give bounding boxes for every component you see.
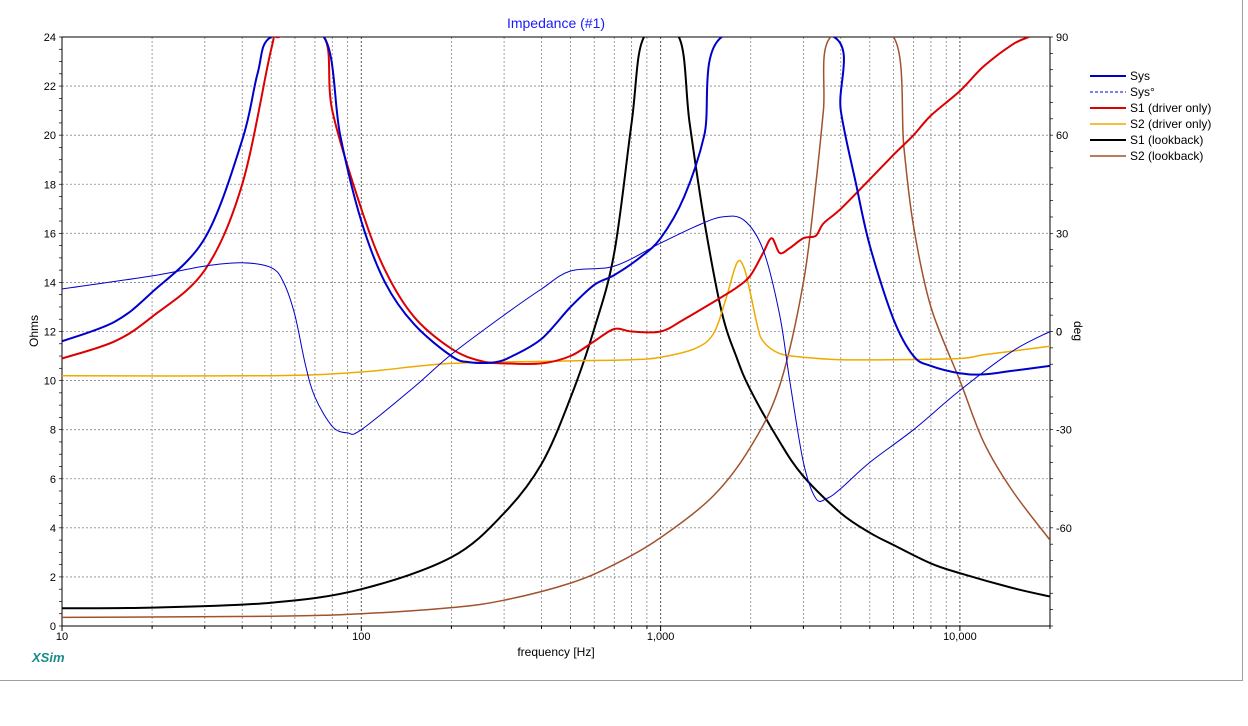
legend-entry: S1 (lookback) — [1130, 133, 1203, 147]
grid — [59, 36, 1053, 631]
y-axis-label: Ohms — [27, 315, 41, 347]
y-tick-label: 16 — [44, 228, 56, 240]
x-axis-label: frequency [Hz] — [517, 645, 594, 659]
y-tick-label: 12 — [44, 327, 56, 339]
y-tick-label: 10 — [44, 376, 56, 388]
y-tick-label: 18 — [44, 179, 56, 191]
y-tick-label: 14 — [44, 277, 56, 289]
y2-tick-label: 0 — [1056, 327, 1062, 339]
y-tick-label: 20 — [44, 130, 56, 142]
series-s2-lookback-line — [62, 37, 1050, 619]
y-tick-label: 24 — [44, 32, 56, 44]
y2-tick-label: 0 — [1056, 327, 1062, 339]
legend-entry: Sys — [1130, 69, 1150, 83]
y2-tick-label: 30 — [1056, 228, 1068, 240]
y2-axis-label: deg — [1071, 321, 1085, 341]
y2-tick-label: -30 — [1056, 425, 1072, 437]
impedance-chart: Impedance (#1) 024681012141618202224-60-… — [27, 15, 1211, 665]
xsim-logo: XSim — [31, 650, 65, 665]
y-tick-label: 8 — [50, 425, 56, 437]
series-sys-line — [62, 215, 1050, 502]
chart-title: Impedance (#1) — [507, 15, 605, 31]
plot-area — [62, 37, 1050, 619]
y-tick-label: 22 — [44, 81, 56, 93]
legend-entry: Sys° — [1130, 85, 1155, 99]
legend-entry: S2 (driver only) — [1130, 117, 1211, 131]
y-tick-label: 2 — [50, 572, 56, 584]
y2-tick-label: 60 — [1056, 130, 1068, 142]
y2-tick-label: -60 — [1056, 523, 1072, 535]
series-s2-driver-only-line — [62, 259, 1050, 377]
y-tick-label: 6 — [50, 474, 56, 486]
x-tick-label: 1,000 — [647, 631, 675, 643]
x-tick-label: 10,000 — [943, 631, 977, 643]
legend: Sys Sys° S1 (driver only) S2 (driver only) S… — [1090, 69, 1211, 163]
legend-entry: S1 (driver only) — [1130, 101, 1211, 115]
series-sys-line — [62, 37, 1050, 376]
y2-tick-label: 90 — [1056, 32, 1068, 44]
series-s1-lookback-line — [62, 37, 1050, 610]
y-tick-label: 0 — [50, 621, 56, 633]
x-tick-label: 10 — [56, 631, 68, 643]
x-tick-label: 100 — [352, 631, 370, 643]
y-tick-label: 4 — [50, 523, 56, 535]
series-s1-driver-only-line — [62, 37, 1030, 366]
legend-entry: S2 (lookback) — [1130, 149, 1203, 163]
chart-window: Impedance (#1) 0 2 4 6 8 10 12 14 16 18 20 22 24 -60-… — [0, 0, 1243, 681]
